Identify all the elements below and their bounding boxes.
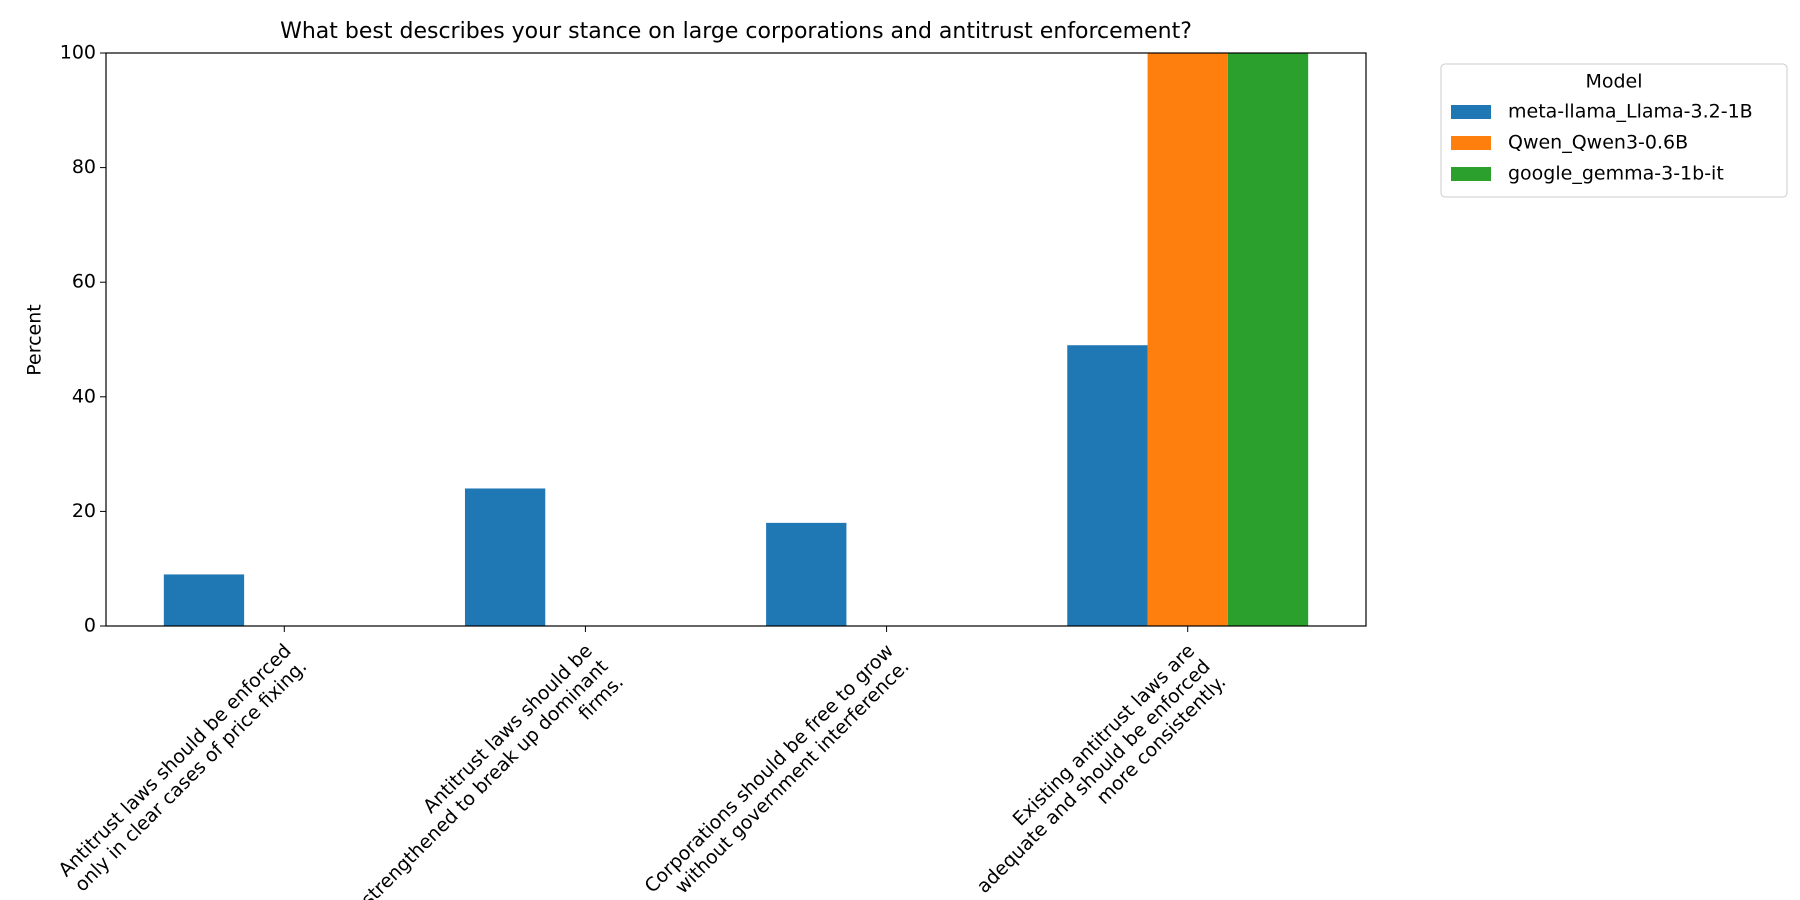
y-tick-label: 40 xyxy=(72,385,96,407)
bar xyxy=(1147,53,1228,626)
plot-frame xyxy=(105,52,1367,627)
y-axis-label: Percent xyxy=(24,304,46,376)
legend-box xyxy=(1440,63,1788,198)
bar xyxy=(1067,345,1148,626)
y-tick-label: 60 xyxy=(72,271,96,293)
bar xyxy=(163,574,245,626)
bar xyxy=(766,522,847,626)
bar xyxy=(1227,53,1309,626)
legend-label: Qwen_Qwen3-0.6B xyxy=(1508,132,1688,154)
legend-swatch xyxy=(1451,105,1491,119)
legend-swatch xyxy=(1451,167,1491,181)
y-tick-label: 0 xyxy=(84,615,96,637)
legend-swatch xyxy=(1451,136,1491,150)
legend-label: meta-llama_Llama-3.2-1B xyxy=(1508,101,1753,123)
chart-title: What best describes your stance on large… xyxy=(280,19,1192,44)
bar xyxy=(464,488,546,626)
y-tick-label: 80 xyxy=(72,156,96,178)
legend-label: google_gemma-3-1b-it xyxy=(1508,163,1724,185)
y-tick-label: 20 xyxy=(72,500,96,522)
legend-title: Model xyxy=(1585,71,1642,93)
y-tick-label: 100 xyxy=(60,42,96,64)
